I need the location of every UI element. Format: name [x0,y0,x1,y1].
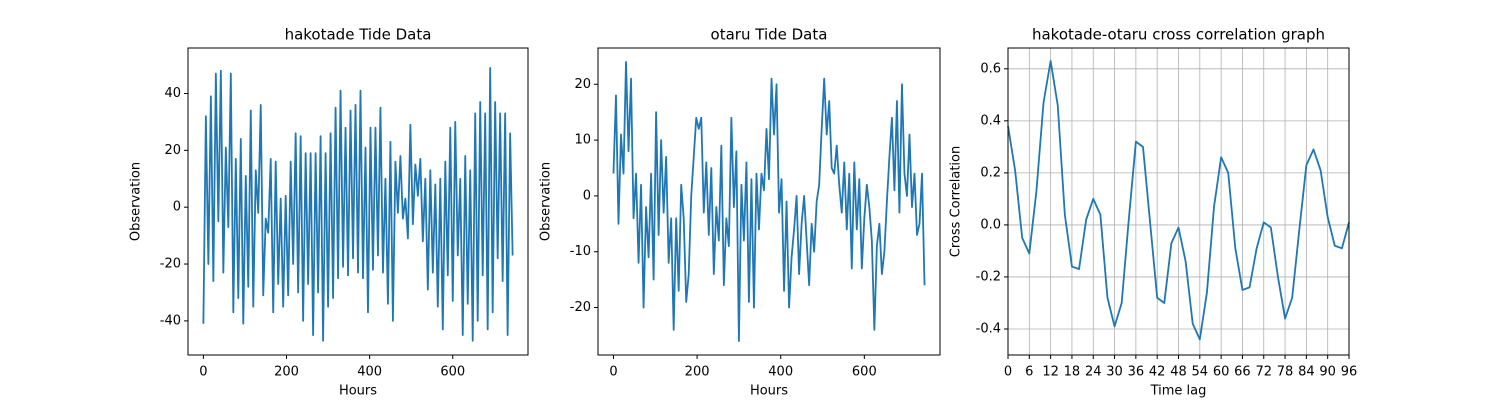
y-tick-label: -0.2 [976,269,1001,284]
axes-frame [187,47,529,356]
x-axis-label: Hours [750,384,788,399]
x-tick-label: 600 [852,365,877,380]
y-axis-label: Observation [539,162,554,241]
x-tick-label: 0 [1004,365,1012,380]
y-tick-label: 0.6 [980,61,1001,76]
x-tick-label: 72 [1255,365,1272,380]
x-tick-label: 42 [1149,365,1166,380]
x-tick-label: 48 [1170,365,1187,380]
y-tick-label: 0 [583,188,591,203]
data-line [1007,60,1350,341]
y-tick-label: 0.0 [980,217,1001,232]
x-tick-label: 6 [1025,365,1033,380]
x-tick-label: 30 [1106,365,1123,380]
x-tick-label: 78 [1277,365,1294,380]
data-line [202,67,514,342]
y-tick-label: 0 [173,200,181,215]
x-axis-label: Time lag [1150,384,1207,399]
x-tick-label: 18 [1064,365,1081,380]
y-axis-label: Observation [129,162,144,241]
x-tick-label: 200 [274,365,299,380]
y-tick-label: -10 [570,244,591,259]
x-tick-label: 96 [1341,365,1358,380]
chart-title: hakotade Tide Data [285,26,432,44]
x-tick-label: 84 [1298,365,1315,380]
y-tick-label: -0.4 [976,321,1001,336]
x-tick-label: 60 [1213,365,1230,380]
y-tick-label: 40 [164,86,181,101]
x-tick-label: 600 [440,365,465,380]
y-tick-label: -20 [570,300,591,315]
x-tick-label: 54 [1192,365,1209,380]
y-tick-label: 10 [574,133,591,148]
x-tick-label: 200 [685,365,710,380]
y-tick-label: 0.2 [980,165,1001,180]
y-tick-label: 0.4 [980,113,1001,128]
x-tick-label: 36 [1128,365,1145,380]
x-tick-label: 12 [1042,365,1059,380]
data-line [612,61,926,342]
x-tick-label: 90 [1319,365,1336,380]
chart-title: otaru Tide Data [711,26,828,44]
x-tick-label: 0 [609,365,617,380]
y-tick-label: 20 [574,77,591,92]
x-axis-label: Hours [339,384,377,399]
axes-frame [597,47,941,356]
chart-title: hakotade-otaru cross correlation graph [1032,26,1325,44]
y-tick-label: -20 [160,257,181,272]
x-tick-label: 400 [357,365,382,380]
x-tick-label: 24 [1085,365,1102,380]
x-tick-label: 0 [199,365,207,380]
y-tick-label: 20 [164,143,181,158]
axes-frame [1007,47,1350,356]
x-tick-label: 400 [768,365,793,380]
y-tick-label: -40 [160,313,181,328]
y-axis-label: Cross Correlation [949,146,964,257]
x-tick-label: 66 [1234,365,1251,380]
